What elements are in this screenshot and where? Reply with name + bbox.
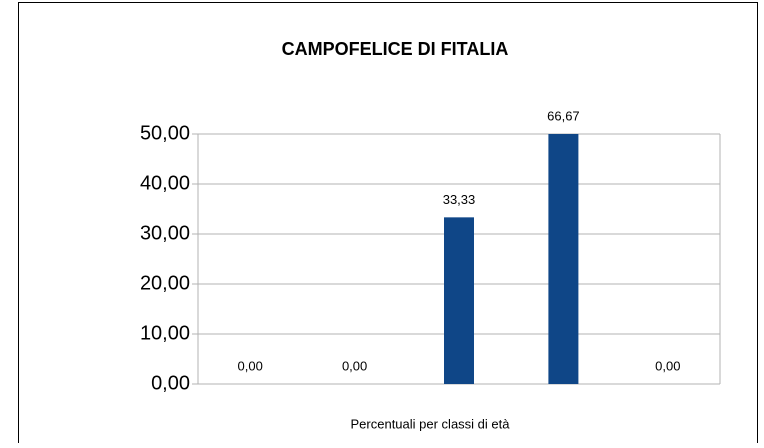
y-tick-label: 50,00: [140, 122, 190, 144]
value-label: 33,33: [443, 192, 476, 207]
chart-frame: [18, 2, 758, 448]
value-label: 66,67: [547, 108, 580, 123]
value-label: 0,00: [342, 358, 367, 373]
bar: [548, 134, 579, 384]
y-tick-label: 10,00: [140, 322, 190, 344]
x-axis-label: Percentuali per classi di età: [351, 416, 511, 431]
value-label: 0,00: [238, 358, 263, 373]
y-tick-label: 20,00: [140, 272, 190, 294]
chart-title: CAMPOFELICE DI FITALIA: [282, 39, 509, 59]
y-tick-label: 0,00: [151, 372, 190, 394]
y-tick-label: 40,00: [140, 172, 190, 194]
bar: [444, 217, 474, 384]
y-tick-label: 30,00: [140, 222, 190, 244]
value-label: 0,00: [655, 358, 680, 373]
